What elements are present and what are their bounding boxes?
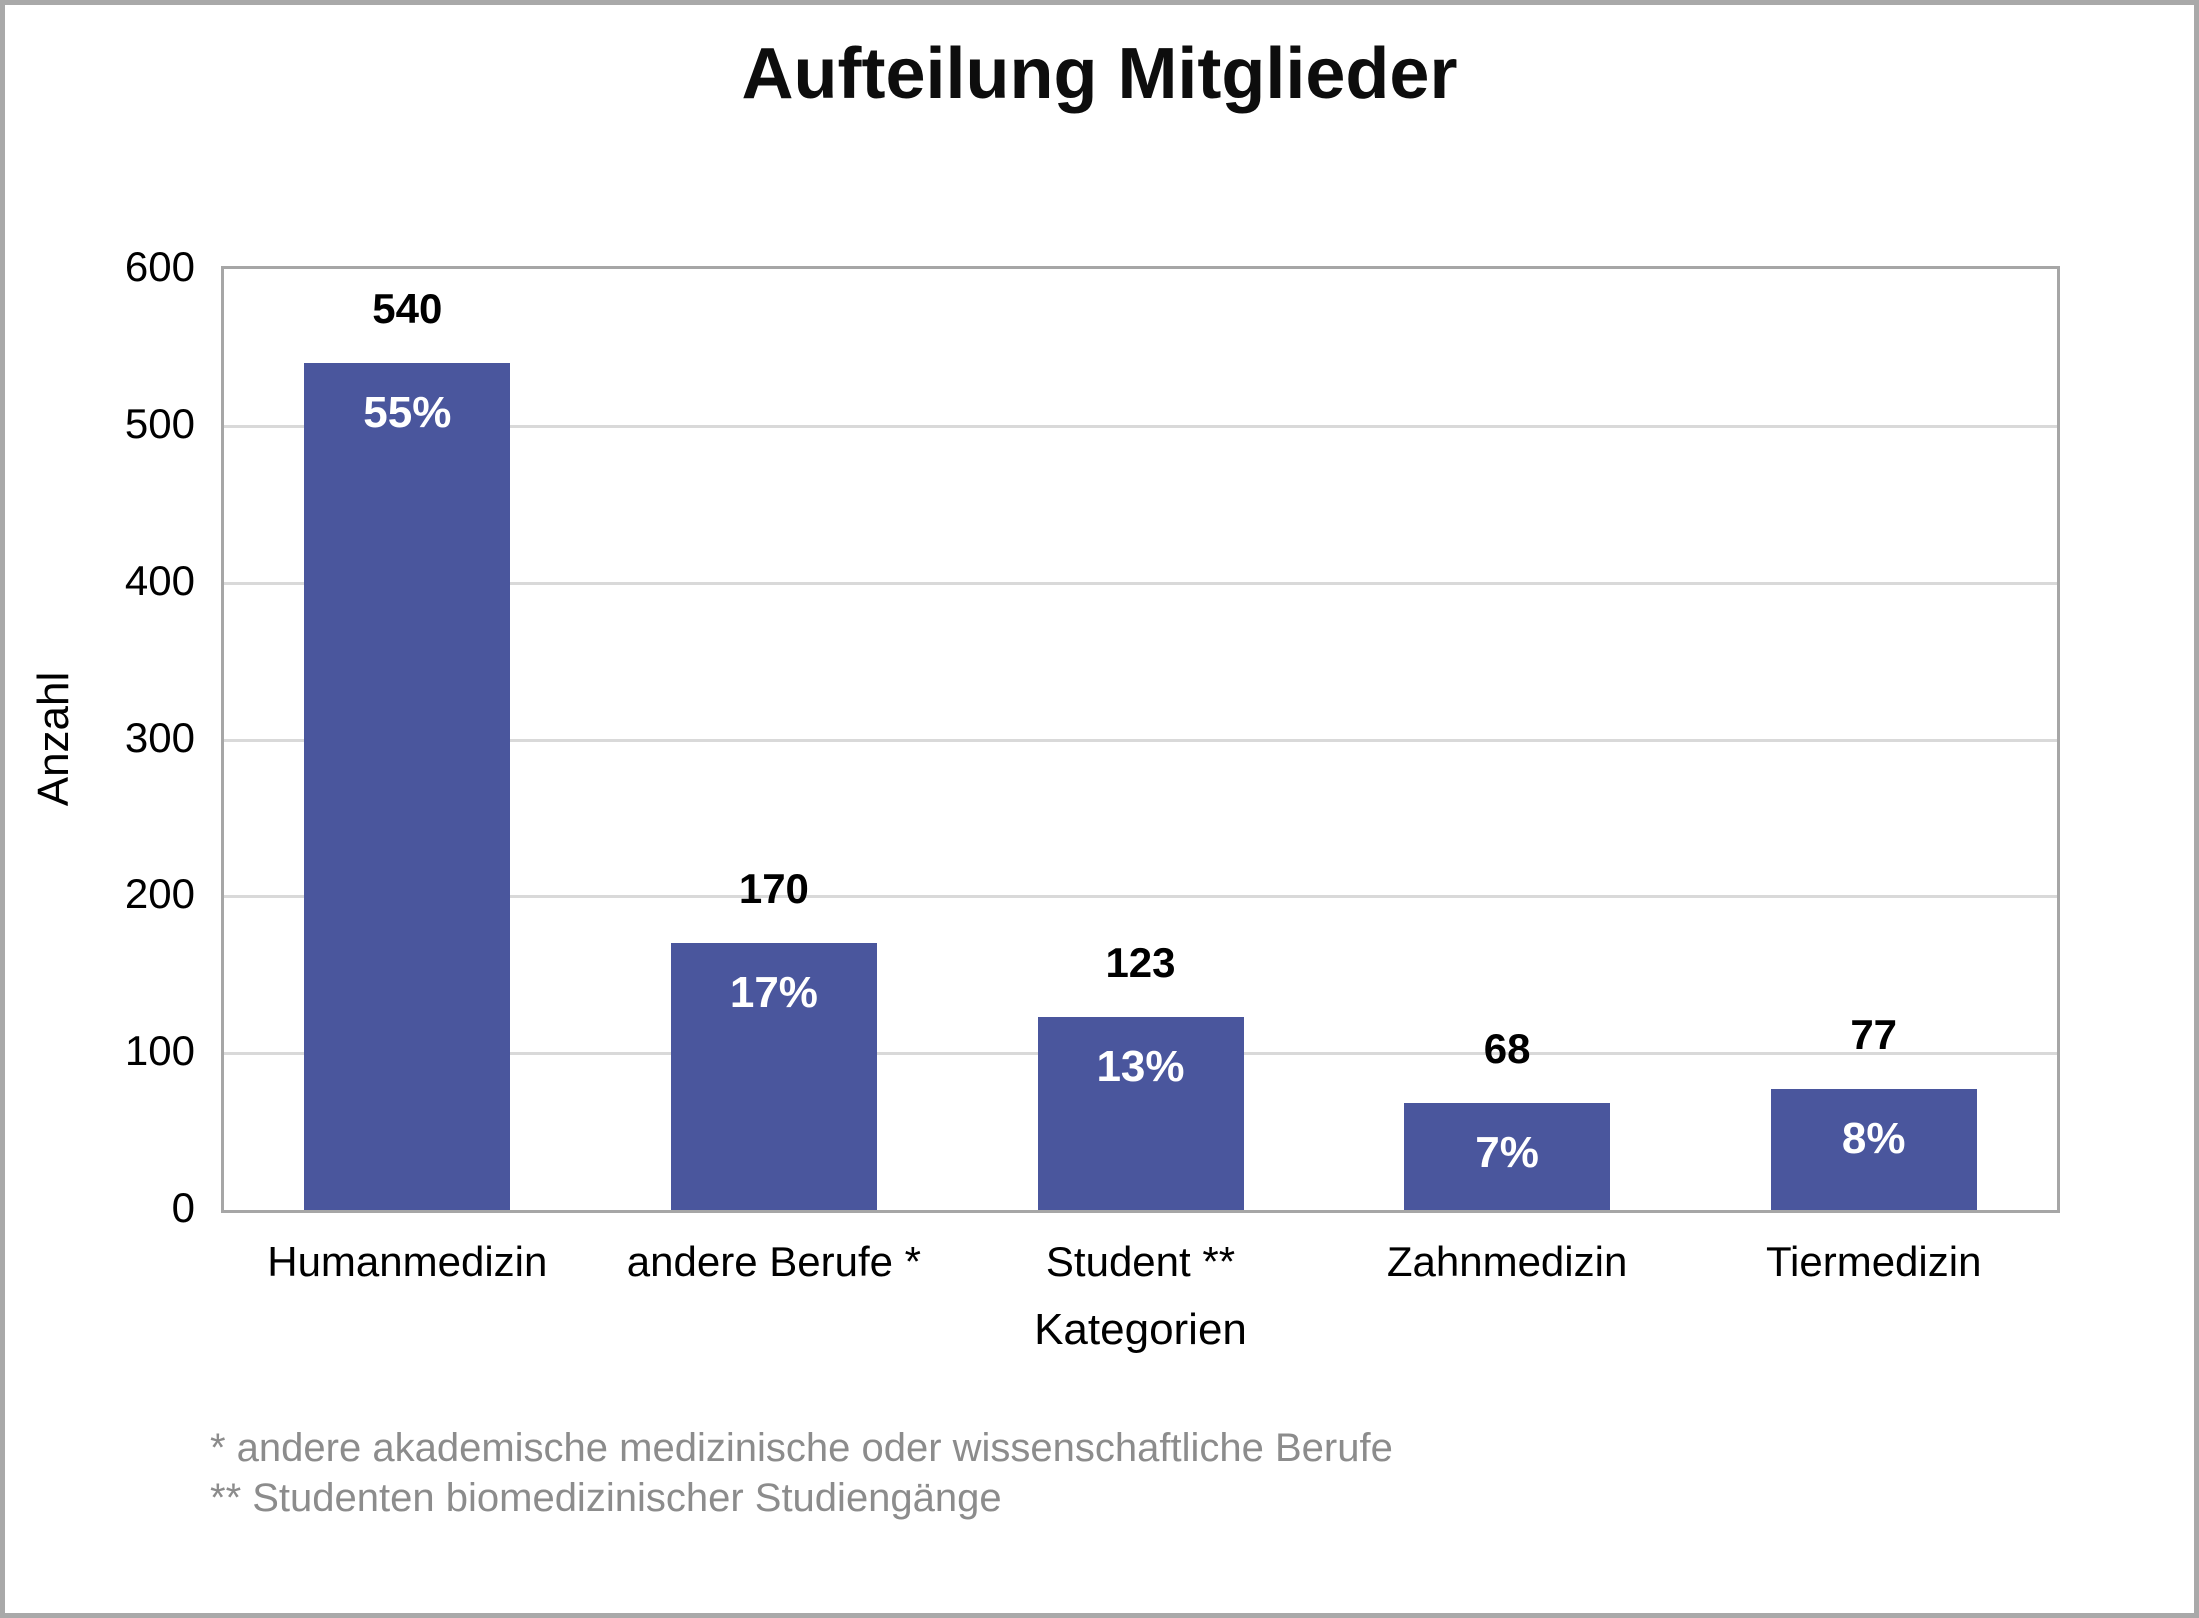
- bar-percent-label: 8%: [1841, 1114, 1906, 1164]
- plot-area: 55% 17% 13% 7% 8%: [221, 266, 2060, 1213]
- gridline-300: [224, 738, 2057, 742]
- y-tick-label-200: 200: [124, 870, 195, 918]
- y-tick-label-500: 500: [124, 399, 195, 447]
- category-label-tiermedizin: Tiermedizin: [1765, 1238, 1982, 1285]
- bar-value-label: 170: [738, 865, 809, 913]
- y-tick-label-0: 0: [171, 1184, 195, 1231]
- bar-andere-berufe: 17%: [670, 943, 877, 1210]
- category-label-humanmedizin: Humanmedizin: [267, 1238, 548, 1285]
- category-label-student: Student **: [1045, 1238, 1236, 1285]
- bar-value-label: 540: [372, 285, 443, 333]
- bar-zahnmedizin: 7%: [1404, 1103, 1611, 1210]
- bar-percent-label: 55%: [363, 388, 452, 438]
- footnote-line-1: * andere akademische medizinische oder w…: [210, 1426, 1393, 1470]
- y-tick-label-100: 100: [124, 1027, 195, 1075]
- bar-tiermedizin: 8%: [1770, 1089, 1977, 1210]
- bar-percent-label: 7%: [1475, 1128, 1539, 1178]
- bar-humanmedizin: 55%: [304, 363, 511, 1210]
- bar-value-label: 123: [1105, 939, 1176, 987]
- y-tick-label-600: 600: [124, 243, 195, 290]
- gridline-400: [224, 581, 2057, 585]
- bar-value-label: 77: [1850, 1011, 1898, 1059]
- bar-student: 13%: [1037, 1017, 1244, 1210]
- y-tick-label-400: 400: [124, 556, 195, 604]
- footnotes: * andere akademische medizinische oder w…: [210, 1423, 1393, 1523]
- bar-value-label: 68: [1483, 1025, 1531, 1073]
- gridline-200: [224, 895, 2057, 899]
- chart-title: Aufteilung Mitglieder: [741, 34, 1458, 114]
- category-label-andere-berufe: andere Berufe *: [626, 1238, 921, 1285]
- category-label-zahnmedizin: Zahnmedizin: [1386, 1238, 1628, 1285]
- footnote-line-2: ** Studenten biomedizinischer Studiengän…: [210, 1476, 1002, 1520]
- x-axis-title: Kategorien: [1034, 1305, 1247, 1354]
- bar-percent-label: 17%: [729, 968, 818, 1018]
- bar-percent-label: 13%: [1096, 1042, 1185, 1092]
- y-tick-label-300: 300: [124, 713, 195, 761]
- gridline-500: [224, 424, 2057, 428]
